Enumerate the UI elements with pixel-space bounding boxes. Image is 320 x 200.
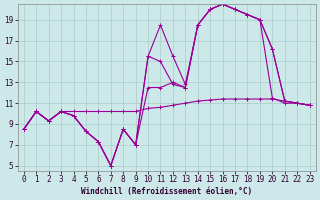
X-axis label: Windchill (Refroidissement éolien,°C): Windchill (Refroidissement éolien,°C) [81, 187, 252, 196]
